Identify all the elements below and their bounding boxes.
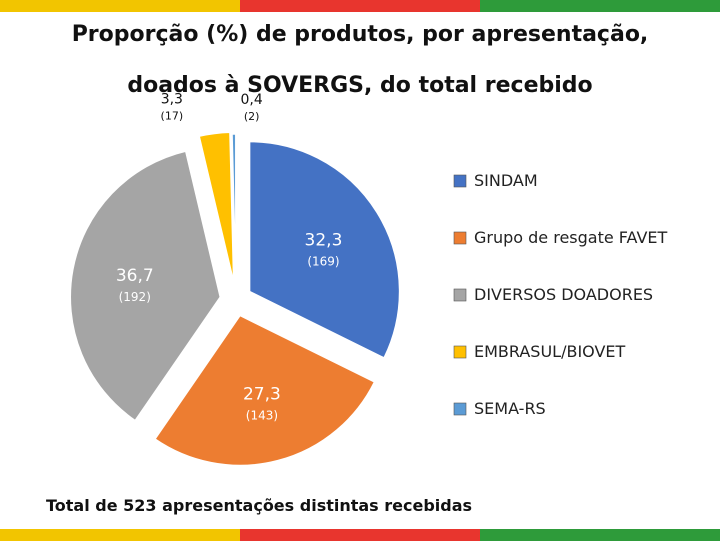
legend-swatch	[453, 345, 467, 359]
slice-percent-label: 27,3	[243, 385, 281, 405]
slice-percent-label: 36,7	[116, 266, 154, 286]
stripe-green	[480, 529, 720, 541]
legend-swatch	[453, 174, 467, 188]
legend-label: EMBRASUL/BIOVET	[474, 342, 626, 361]
legend-swatch	[453, 288, 467, 302]
legend-swatch	[453, 402, 467, 416]
slice-count-label: (17)	[161, 110, 184, 123]
chart-title-line-1: Proporção (%) de produtos, por apresenta…	[71, 22, 649, 47]
bottom-flag-stripe	[0, 529, 720, 541]
pie-slice-sema-rs	[231, 133, 237, 285]
pie-slices	[69, 131, 401, 467]
pie-slice-embrasul-biovet	[198, 131, 235, 283]
pie-slice-sindam	[248, 140, 401, 359]
slice-percent-label: 3,3	[161, 92, 183, 108]
legend-label: Grupo de resgate FAVET	[474, 228, 668, 247]
slice-percent-label: 32,3	[305, 231, 343, 251]
pie-labels: 32,3 (169) 27,3 (143) 36,7 (192) 3,3 (17) 0,4 (2)	[116, 92, 343, 423]
legend-swatch	[453, 231, 467, 245]
stripe-red	[240, 0, 480, 12]
stripe-red	[240, 529, 480, 541]
slice-count-label: (2)	[244, 110, 260, 123]
top-flag-stripe	[0, 0, 720, 12]
legend: SINDAM Grupo de resgate FAVET DIVERSOS DOA…	[453, 171, 668, 418]
stripe-yellow	[0, 529, 240, 541]
legend-label: SEMA-RS	[474, 399, 546, 418]
slice-percent-label: 0,4	[241, 92, 263, 108]
pie-slice-diversos-doadores	[69, 150, 222, 422]
slice-count-label: (192)	[119, 290, 151, 304]
footnote: Total de 523 apresentações distintas rec…	[46, 496, 473, 515]
stripe-yellow	[0, 0, 240, 12]
slice-count-label: (169)	[307, 255, 339, 269]
legend-label: SINDAM	[474, 171, 538, 190]
slice-count-label: (143)	[246, 409, 278, 423]
pie-slice-grupo-de-resgate-favet	[153, 314, 376, 467]
stripe-green	[480, 0, 720, 12]
legend-label: DIVERSOS DOADORES	[474, 285, 653, 304]
chart-title-line-2: doados à SOVERGS, do total recebido	[127, 73, 593, 98]
